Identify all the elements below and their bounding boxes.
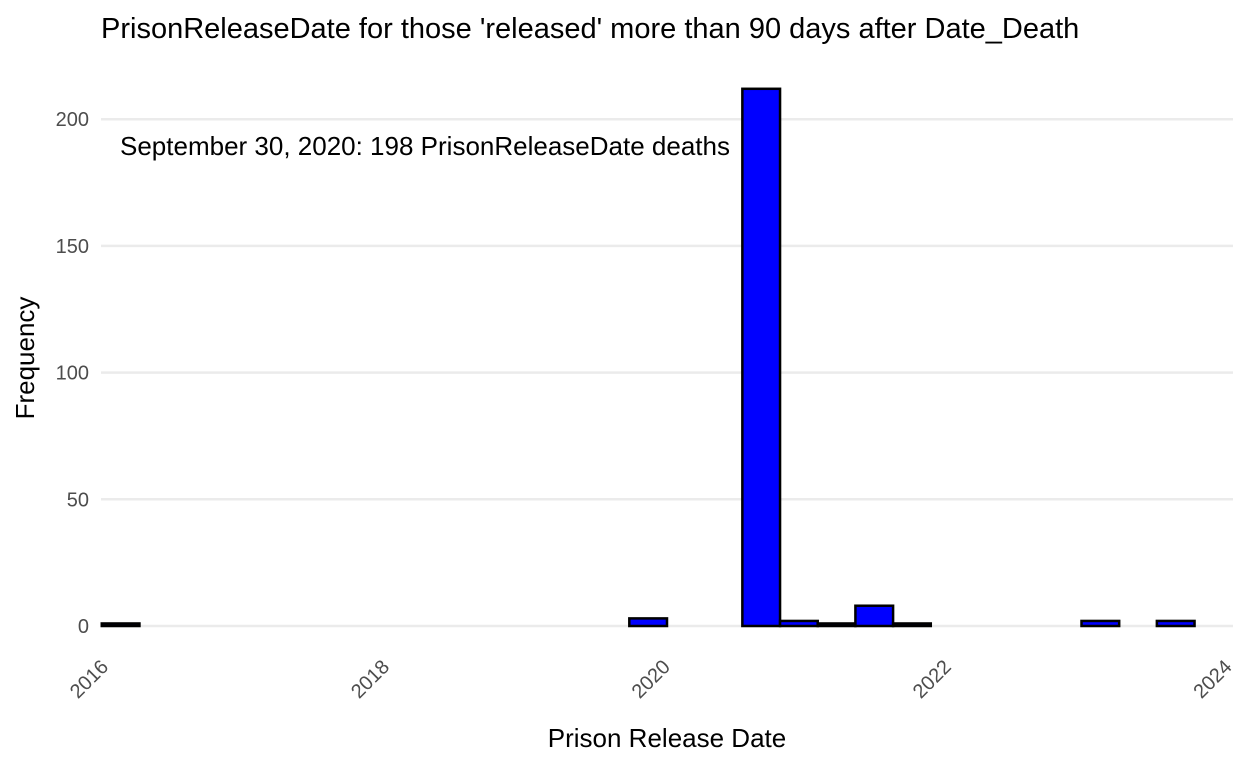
- peak-annotation: September 30, 2020: 198 PrisonReleaseDat…: [120, 131, 730, 161]
- chart-title: PrisonReleaseDate for those 'released' m…: [101, 13, 1079, 45]
- histogram-bar: [1155, 619, 1196, 628]
- histogram-bar: [741, 87, 782, 628]
- histogram-bar: [628, 617, 669, 628]
- bars: [100, 87, 1196, 628]
- y-tick-label: 150: [56, 236, 89, 258]
- y-axis-ticks: 0 50 100 150 200: [56, 109, 89, 638]
- gridlines: [101, 117, 1233, 628]
- x-tick-label: 2018: [347, 656, 394, 703]
- histogram-bar: [778, 619, 819, 628]
- x-tick-label: 2022: [909, 656, 956, 703]
- x-axis-ticks: 2016 2018 2020 2022 2024: [66, 656, 1237, 703]
- y-tick-label: 100: [56, 363, 89, 385]
- histogram-bar: [854, 604, 895, 628]
- y-tick-label: 50: [67, 489, 89, 511]
- y-tick-label: 200: [56, 109, 89, 131]
- histogram-bar: [1080, 619, 1121, 628]
- histogram-bar: [816, 622, 857, 628]
- y-tick-label: 0: [78, 616, 89, 638]
- x-tick-label: 2020: [628, 656, 675, 703]
- histogram-bar: [891, 622, 933, 628]
- histogram-bar: [100, 622, 141, 628]
- x-tick-label: 2024: [1190, 656, 1237, 703]
- x-tick-label: 2016: [66, 656, 113, 703]
- y-axis-label: Frequency: [10, 297, 40, 420]
- x-axis-label: Prison Release Date: [548, 723, 786, 753]
